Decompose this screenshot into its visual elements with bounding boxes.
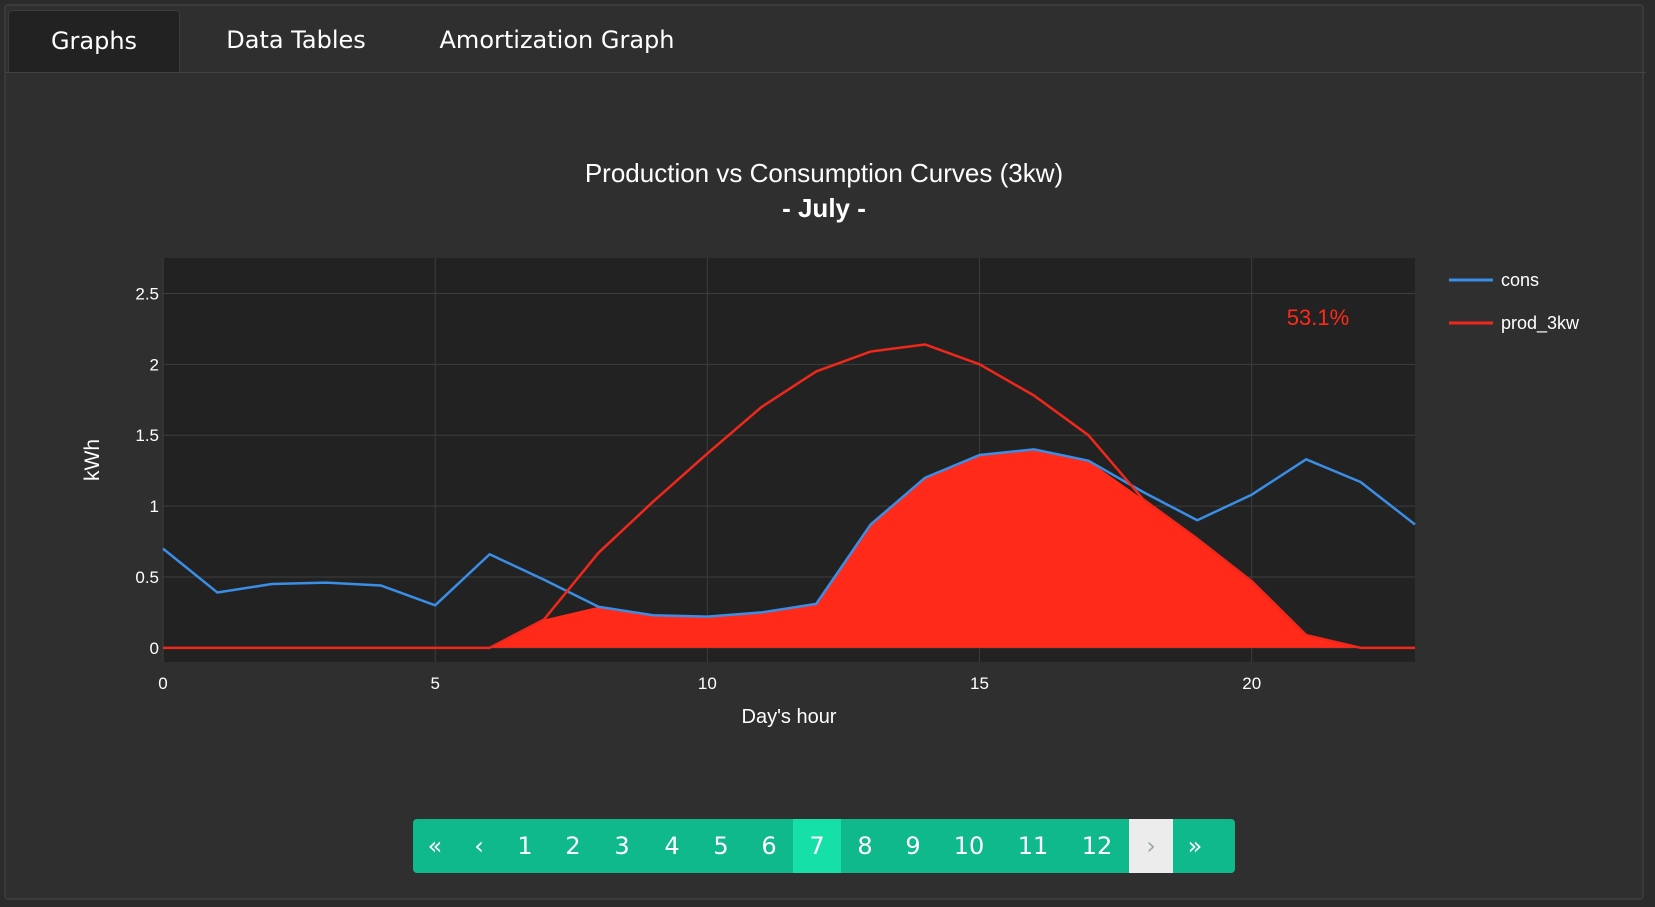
x-axis-label: Day's hour — [742, 706, 837, 728]
page-11-button[interactable]: 11 — [1017, 832, 1049, 860]
y-tick-label: 0 — [150, 639, 159, 658]
chart-title: Production vs Consumption Curves (3kw) — [585, 158, 1063, 188]
x-tick-label: 0 — [158, 674, 167, 693]
tab-amortization-graph[interactable]: Amortization Graph — [439, 26, 675, 54]
last-page-button[interactable]: » — [1187, 832, 1203, 860]
prev-page-button[interactable]: ‹ — [474, 832, 484, 860]
page-1-button[interactable]: 1 — [517, 832, 533, 860]
page-9-button[interactable]: 9 — [905, 832, 921, 860]
self-consumption-area — [163, 449, 1415, 648]
tab-bar: Graphs Data Tables Amortization Graph — [6, 10, 1646, 73]
tab-graphs[interactable]: Graphs — [8, 10, 180, 72]
page-12-button[interactable]: 12 — [1081, 832, 1113, 860]
page-10-button[interactable]: 10 — [953, 832, 985, 860]
series-line-cons — [162, 448, 1416, 618]
chart-subtitle: - July - — [782, 193, 866, 223]
page-4-button[interactable]: 4 — [664, 832, 680, 860]
x-tick-label: 10 — [698, 674, 717, 693]
page-5-button[interactable]: 5 — [713, 832, 729, 860]
x-tick-label: 5 — [430, 674, 439, 693]
y-tick-label: 1 — [150, 497, 159, 516]
legend-label-prod: prod_3kw — [1501, 313, 1580, 334]
tab-data-tables[interactable]: Data Tables — [226, 26, 366, 54]
page-3-button[interactable]: 3 — [614, 832, 630, 860]
y-axis-label: kWh — [81, 439, 104, 481]
page-8-button[interactable]: 8 — [857, 832, 873, 860]
page-6-button[interactable]: 6 — [761, 832, 777, 860]
first-page-button[interactable]: « — [427, 832, 443, 860]
next-page-button[interactable]: › — [1129, 819, 1173, 873]
y-tick-label: 2.5 — [135, 284, 159, 303]
x-tick-label: 20 — [1242, 674, 1261, 693]
legend: cons prod_3kw — [1449, 270, 1580, 334]
self-consumption-annotation: 53.1% — [1287, 305, 1349, 330]
page-2-button[interactable]: 2 — [565, 832, 581, 860]
y-tick-label: 1.5 — [135, 426, 159, 445]
x-tick-label: 15 — [970, 674, 989, 693]
chart: Production vs Consumption Curves (3kw) -… — [81, 158, 1580, 728]
pagination: «‹ 1 2 3 4 5 6 7 8 9 10 11 12 ›» — [413, 819, 1235, 873]
legend-label-cons: cons — [1501, 270, 1539, 290]
y-tick-label: 0.5 — [135, 568, 159, 587]
page-7-button[interactable]: 7 — [793, 819, 841, 873]
y-tick-label: 2 — [150, 355, 159, 374]
series-line-prod_3kw — [163, 343, 1415, 650]
